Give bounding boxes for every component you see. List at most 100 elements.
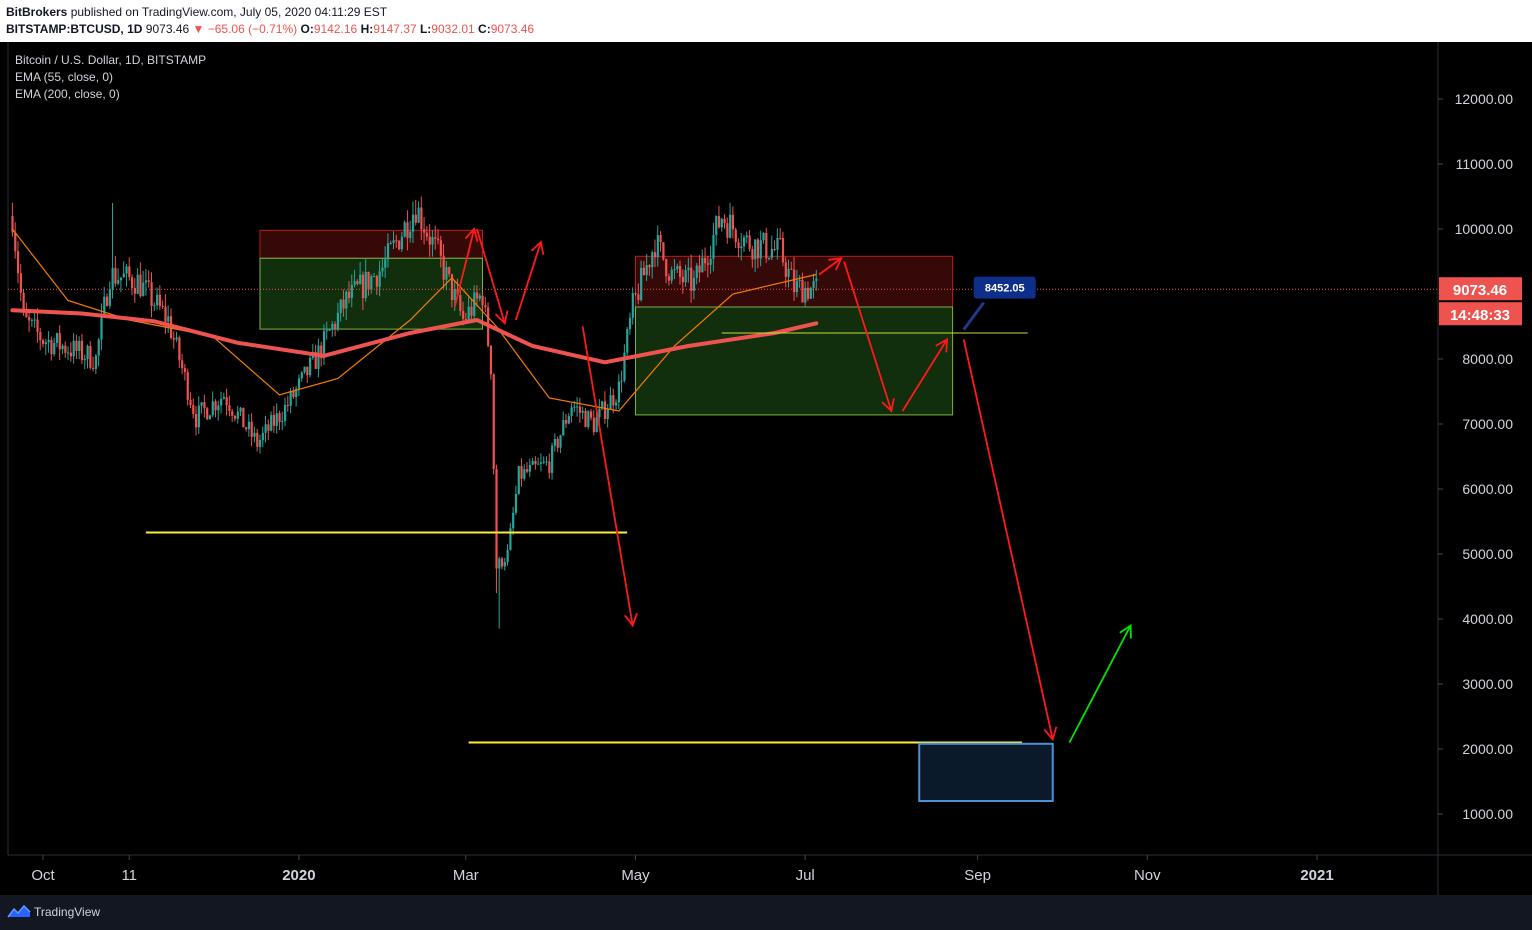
x-tick-label: Oct: [31, 867, 55, 884]
candle-body: [50, 339, 53, 355]
candle-body: [194, 413, 198, 428]
x-tick-label: Nov: [1134, 867, 1161, 884]
ohlc-line: BITSTAMP:BTCUSD, 1D 9073.46 ▼ −65.06 (−0…: [6, 22, 534, 36]
candle-body: [203, 402, 206, 409]
candle-body: [359, 274, 362, 285]
candle-body: [748, 235, 751, 249]
candle-body: [645, 265, 648, 276]
high-value: 9147.37: [373, 22, 417, 36]
candle-body: [556, 438, 559, 448]
y-tick-label: 1000.00: [1462, 806, 1513, 822]
close-label: C:: [478, 22, 491, 36]
candle-body: [181, 360, 184, 369]
candle-body: [94, 355, 98, 369]
candle-body: [136, 274, 139, 294]
candle-body: [72, 340, 75, 357]
price-tag-label: 9073.46: [1453, 282, 1507, 299]
candle-body: [175, 337, 178, 340]
candle-body: [628, 317, 632, 330]
projection-arrow-3: [515, 241, 542, 321]
candle-body: [409, 231, 412, 239]
candle-body: [656, 235, 659, 258]
candle-body: [342, 299, 345, 309]
candle-body: [167, 316, 170, 322]
candle-body: [92, 367, 95, 369]
candle-body: [804, 287, 807, 303]
candle-body: [261, 432, 264, 441]
candle-body: [589, 411, 593, 418]
candle-body: [39, 331, 42, 341]
candle-body: [506, 549, 509, 563]
candle-body: [467, 306, 470, 320]
candle-body: [292, 390, 295, 397]
candle-body: [795, 280, 799, 293]
candle-body: [815, 278, 818, 282]
candle-body: [595, 417, 598, 433]
candle-body: [615, 402, 618, 406]
candle-body: [275, 413, 278, 426]
candle-body: [267, 424, 270, 431]
candle-body: [673, 269, 676, 271]
candle-body: [450, 274, 454, 301]
chart-background: [0, 42, 1532, 895]
candle-body: [119, 277, 123, 281]
candle-body: [36, 319, 39, 332]
price-tag: [1439, 277, 1522, 301]
candle-body: [139, 274, 142, 297]
countdown-tag-label: 14:48:33: [1450, 307, 1510, 324]
candle-body: [681, 276, 684, 283]
candle-body: [208, 415, 212, 420]
x-tick-label: Jul: [796, 867, 815, 884]
candle-body: [701, 257, 704, 273]
candle-body: [653, 252, 657, 258]
candle-body: [723, 218, 726, 224]
last-price: 9073.46: [145, 22, 190, 36]
candle-body: [128, 266, 131, 278]
candle-body: [798, 280, 801, 282]
candle-body: [345, 291, 348, 309]
candle-body: [339, 299, 342, 313]
candle-body: [464, 318, 468, 320]
tradingview-brand[interactable]: TradingView: [34, 905, 101, 919]
candle-body: [314, 352, 317, 369]
ema55-line: [11, 228, 817, 412]
publish-text: published on TradingView.com, July 05, 2…: [70, 5, 388, 19]
target-box: [918, 742, 1054, 802]
candle-body: [284, 404, 287, 421]
candle-body: [25, 311, 28, 318]
candle-body: [231, 411, 234, 416]
projection-arrow-1: [453, 228, 476, 308]
candle-body: [445, 267, 448, 280]
candle-body: [44, 342, 47, 345]
x-tick-label: Sep: [964, 867, 991, 884]
candle-body: [551, 445, 554, 473]
candle-body: [392, 240, 395, 244]
candle-body: [289, 390, 292, 406]
ema55-legend[interactable]: EMA (55, close, 0): [15, 70, 114, 84]
candle-body: [606, 409, 609, 419]
candle-body: [334, 323, 337, 329]
candle-body: [779, 237, 782, 239]
candle-body: [684, 270, 687, 283]
candle-body: [220, 398, 223, 406]
candle-body: [567, 416, 570, 424]
candle-body: [325, 330, 328, 332]
candle-body: [573, 406, 576, 408]
candle-body: [264, 424, 267, 433]
candle-body: [206, 408, 209, 420]
candle-body: [631, 293, 634, 318]
candle-body: [784, 262, 787, 277]
candle-body: [33, 319, 36, 321]
candle-body: [448, 267, 451, 275]
candle-body: [740, 246, 743, 249]
support-zone-2: [634, 306, 954, 416]
candle-body: [475, 292, 479, 299]
author-name[interactable]: BitBrokers: [6, 5, 68, 19]
ema200-legend[interactable]: EMA (200, close, 0): [15, 87, 120, 101]
y-tick-label: 5000.00: [1462, 546, 1513, 562]
candle-body: [776, 237, 779, 250]
candle-body: [425, 232, 429, 237]
price-chart[interactable]: 12000.00 11000.00 10000.00 8000.00 7000.00 60…: [0, 42, 1532, 895]
candle-body: [375, 276, 378, 287]
close-value: 9073.46: [490, 22, 535, 36]
